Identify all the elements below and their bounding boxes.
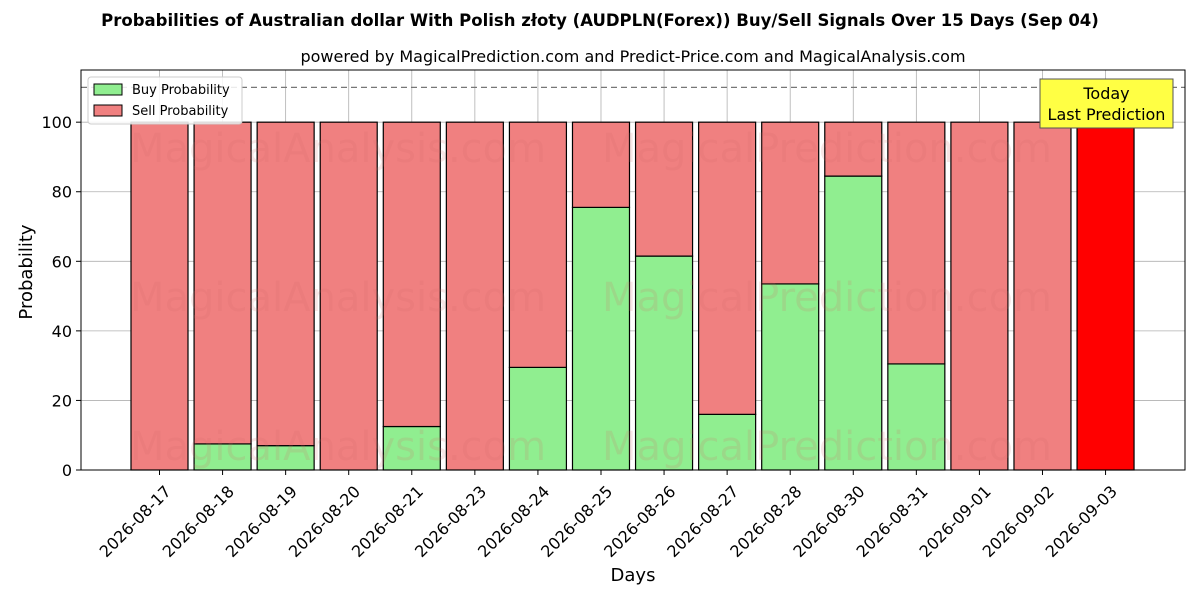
legend: Buy Probability Sell Probability — [87, 76, 243, 125]
sell-bar — [698, 121, 757, 415]
sell-bar — [634, 121, 694, 257]
y-tick-label: 100 — [41, 113, 72, 132]
chart-title: Probabilities of Australian dollar With … — [101, 11, 1099, 30]
watermark-text: MagicalPrediction.com — [602, 424, 1052, 470]
y-axis-label: Probability — [16, 224, 37, 319]
legend-swatch — [93, 104, 123, 117]
buy-bar — [761, 283, 820, 471]
watermark-text: MagicalAnalysis.com — [130, 126, 546, 172]
buy-bar — [887, 363, 946, 471]
watermark-text: MagicalPrediction.com — [602, 275, 1052, 321]
sell-bar — [445, 121, 504, 471]
sell-bar — [761, 121, 820, 285]
y-tick-label: 80 — [52, 183, 72, 202]
buy-bar — [571, 206, 631, 471]
sell-bar — [1013, 121, 1072, 471]
sell-bar — [887, 121, 946, 365]
legend-label: Sell Probability — [132, 104, 229, 119]
watermark-text: MagicalAnalysis.com — [130, 424, 546, 470]
chart-subtitle: powered by MagicalPrediction.com and Pre… — [300, 47, 965, 66]
highlight-bar — [1076, 121, 1135, 471]
y-tick-label: 0 — [62, 461, 72, 480]
y-tick-label: 20 — [52, 391, 72, 410]
watermark-text: MagicalPrediction.com — [602, 126, 1052, 172]
today-label-text: Last Prediction — [1048, 105, 1166, 124]
buy-bar — [634, 255, 694, 471]
y-tick-label: 40 — [52, 322, 72, 341]
legend-box — [87, 76, 243, 125]
watermark-text: MagicalAnalysis.com — [130, 275, 546, 321]
sell-bar — [382, 121, 441, 428]
buy-bar — [824, 175, 883, 471]
x-axis-label: Days — [611, 565, 656, 586]
legend-label: Buy Probability — [132, 83, 230, 98]
bars — [130, 121, 1135, 471]
sell-bar — [950, 121, 1009, 471]
sell-bar — [256, 121, 315, 447]
sell-bar — [319, 121, 378, 471]
y-tick-label: 60 — [52, 252, 72, 271]
buy-bar — [698, 413, 757, 471]
today-label-box — [1039, 78, 1174, 129]
watermarks: MagicalAnalysis.com MagicalPrediction.com… — [130, 126, 1052, 470]
today-label: Today Last Prediction — [1039, 78, 1174, 129]
sell-bar — [824, 121, 883, 177]
today-label-text: Today — [1082, 84, 1129, 103]
sell-bar — [193, 121, 252, 445]
plot-frame — [80, 69, 1186, 471]
sell-bar — [508, 121, 568, 368]
sell-bar — [571, 121, 631, 208]
legend-swatch — [93, 83, 123, 96]
